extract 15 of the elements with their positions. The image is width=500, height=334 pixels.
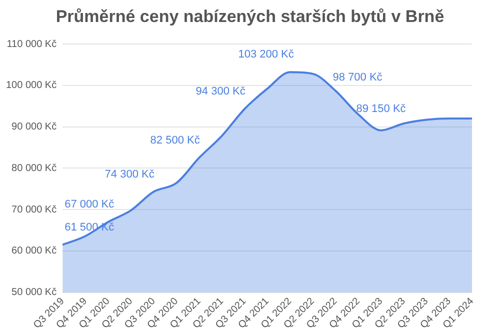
data-label: 89 150 Kč (356, 102, 406, 115)
chart-title: Průměrné ceny nabízených starších bytů v Brně (54, 6, 446, 28)
y-tick-label: 70 000 Kč (12, 204, 57, 216)
y-tick-label: 90 000 Kč (12, 122, 57, 133)
data-label: 67 000 Kč (64, 198, 115, 211)
y-tick-label: 60 000 Kč (12, 246, 57, 257)
data-label: 82 500 Kč (150, 134, 200, 146)
y-tick-label: 110 000 Kč (6, 38, 57, 50)
y-tick-label: 50 000 Kč (12, 287, 57, 298)
y-tick-label: 80 000 Kč (12, 162, 57, 174)
data-label: 103 200 Kč (238, 48, 294, 61)
data-label: 94 300 Kč (196, 86, 246, 98)
y-tick-label: 100 000 Kč (6, 80, 57, 92)
data-label: 98 700 Kč (332, 71, 383, 84)
data-label: 74 300 Kč (104, 168, 155, 180)
